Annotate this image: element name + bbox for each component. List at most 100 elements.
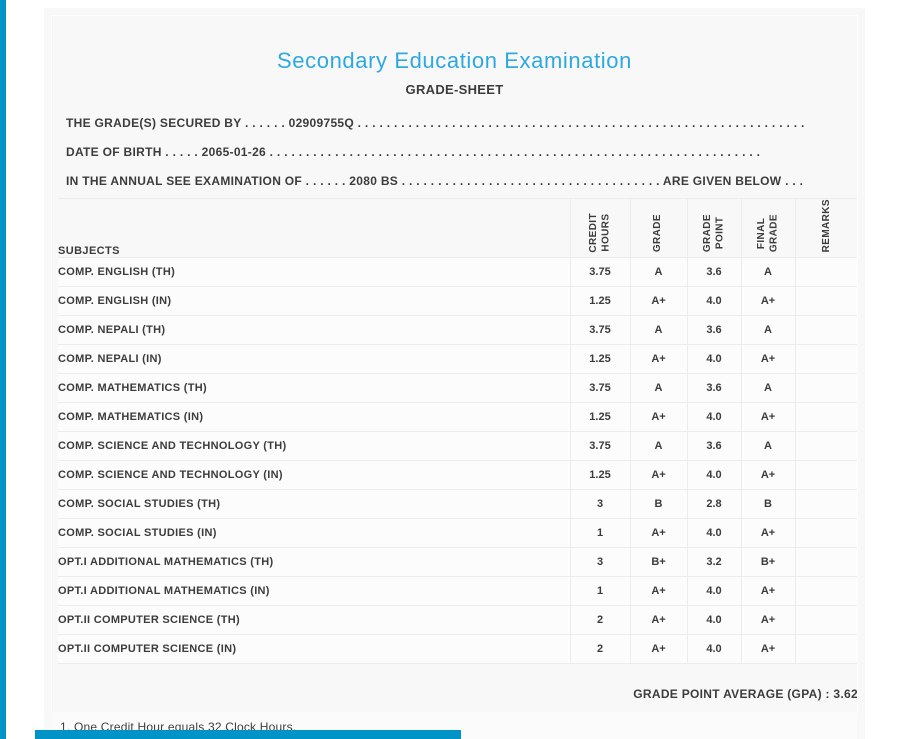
grade-point-cell: 4.0 <box>686 344 741 374</box>
info-line-grades-secured-by: THE GRADE(S) SECURED BY . . . . . . 0290… <box>66 116 805 130</box>
grade-point-cell: 4.0 <box>686 460 741 490</box>
subject-cell: COMP. SOCIAL STUDIES (TH) <box>58 498 221 511</box>
credit-hours-cell: 1.25 <box>569 344 630 374</box>
grade-point-cell: 3.6 <box>686 373 741 403</box>
remarks-cell <box>794 344 858 374</box>
credit-hours-cell: 2 <box>569 634 630 664</box>
grade-point-header-label: GRADE POINT <box>701 214 726 253</box>
grade-cell: A+ <box>629 286 687 316</box>
final-grade-cell: A+ <box>740 576 795 606</box>
remarks-cell <box>794 605 858 635</box>
table-row: COMP. SOCIAL STUDIES (IN) 1 A+ 4.0 A+ <box>58 518 858 548</box>
grade-point-cell: 3.6 <box>686 257 741 287</box>
credit-hours-cell: 3.75 <box>569 373 630 403</box>
grade-point-cell: 3.6 <box>686 315 741 345</box>
remarks-cell <box>794 315 858 345</box>
grades-table: SUBJECTS CREDIT HOURS GRADE GRADE POINT … <box>58 198 858 664</box>
info-line-date-of-birth: DATE OF BIRTH . . . . . 2065-01-26 . . .… <box>66 145 761 159</box>
credit-hours-cell: 3.75 <box>569 315 630 345</box>
final-grade-cell: A+ <box>740 605 795 635</box>
credit-hours-cell: 3.75 <box>569 257 630 287</box>
page-title: Secondary Education Examination <box>277 48 632 73</box>
remarks-cell <box>794 460 858 490</box>
credit-hours-cell: 1.25 <box>569 402 630 432</box>
table-row: OPT.I ADDITIONAL MATHEMATICS (IN) 1 A+ 4.0 A… <box>58 576 858 606</box>
subject-cell: COMP. NEPALI (IN) <box>58 353 162 366</box>
final-grade-cell: A+ <box>740 460 795 490</box>
grade-point-cell: 4.0 <box>686 286 741 316</box>
credit-hours-cell: 1 <box>569 576 630 606</box>
table-row: COMP. SCIENCE AND TECHNOLOGY (IN) 1.25 A+ 4… <box>58 460 858 490</box>
subject-cell: COMP. SCIENCE AND TECHNOLOGY (TH) <box>58 440 287 453</box>
table-row: COMP. SOCIAL STUDIES (TH) 3 B 2.8 B <box>58 489 858 519</box>
table-row: COMP. SCIENCE AND TECHNOLOGY (TH) 3.75 A 3.… <box>58 431 858 461</box>
grade-cell: A <box>629 315 687 345</box>
final-grade-cell: B <box>740 489 795 519</box>
grade-point-cell: 3.6 <box>686 431 741 461</box>
subjects-column-header: SUBJECTS <box>58 245 120 258</box>
remarks-cell <box>794 402 858 432</box>
final-grade-cell: A <box>740 431 795 461</box>
gpa-summary: GRADE POINT AVERAGE (GPA) : 3.62 <box>633 687 858 702</box>
grade-sheet-panel: Secondary Education Examination GRADE-SH… <box>44 8 865 739</box>
subject-cell: OPT.II COMPUTER SCIENCE (IN) <box>58 643 237 656</box>
grade-point-cell: 4.0 <box>686 518 741 548</box>
remarks-cell <box>794 373 858 403</box>
grade-column-header: GRADE <box>629 198 687 258</box>
remarks-cell <box>794 634 858 664</box>
grade-point-cell: 4.0 <box>686 402 741 432</box>
final-grade-cell: A <box>740 257 795 287</box>
subject-cell: COMP. SCIENCE AND TECHNOLOGY (IN) <box>58 469 283 482</box>
remarks-cell <box>794 431 858 461</box>
grade-cell: A+ <box>629 344 687 374</box>
subject-cell: OPT.I ADDITIONAL MATHEMATICS (TH) <box>58 556 274 569</box>
final-grade-cell: B+ <box>740 547 795 577</box>
remarks-cell <box>794 547 858 577</box>
subject-cell: COMP. NEPALI (TH) <box>58 324 166 337</box>
subject-cell: COMP. MATHEMATICS (IN) <box>58 411 204 424</box>
candidate-info: THE GRADE(S) SECURED BY . . . . . . 0290… <box>66 109 857 196</box>
credit-hours-cell: 3 <box>569 489 630 519</box>
grade-cell: A+ <box>629 518 687 548</box>
grade-header-label: GRADE <box>652 214 664 253</box>
subject-cell: COMP. SOCIAL STUDIES (IN) <box>58 527 217 540</box>
credit-hours-cell: 1.25 <box>569 460 630 490</box>
subject-cell: OPT.II COMPUTER SCIENCE (TH) <box>58 614 240 627</box>
grade-cell: A+ <box>629 460 687 490</box>
table-row: COMP. NEPALI (IN) 1.25 A+ 4.0 A+ <box>58 344 858 374</box>
table-row: COMP. ENGLISH (IN) 1.25 A+ 4.0 A+ <box>58 286 858 316</box>
subject-cell: COMP. ENGLISH (IN) <box>58 295 172 308</box>
info-line-examination-year: IN THE ANNUAL SEE EXAMINATION OF . . . .… <box>66 174 804 188</box>
table-row: COMP. MATHEMATICS (IN) 1.25 A+ 4.0 A+ <box>58 402 858 432</box>
remarks-cell <box>794 518 858 548</box>
subject-cell: COMP. ENGLISH (TH) <box>58 266 176 279</box>
final-grade-cell: A+ <box>740 518 795 548</box>
credit-hours-header-label: CREDIT HOURS <box>587 212 612 253</box>
page-subtitle: GRADE-SHEET <box>405 82 504 97</box>
grade-cell: A+ <box>629 605 687 635</box>
grades-table-body: COMP. ENGLISH (TH) 3.75 A 3.6 A COMP. ENGLISH… <box>58 257 858 664</box>
bottom-accent-bar <box>35 730 461 739</box>
grade-cell: A <box>629 257 687 287</box>
subject-cell: COMP. MATHEMATICS (TH) <box>58 382 207 395</box>
final-grade-cell: A <box>740 373 795 403</box>
grade-point-cell: 3.2 <box>686 547 741 577</box>
left-accent-bar <box>0 0 6 739</box>
credit-hours-cell: 3.75 <box>569 431 630 461</box>
final-grade-cell: A+ <box>740 402 795 432</box>
grade-cell: A+ <box>629 634 687 664</box>
remarks-cell <box>794 286 858 316</box>
credit-hours-cell: 1 <box>569 518 630 548</box>
remarks-cell <box>794 576 858 606</box>
subject-cell: OPT.I ADDITIONAL MATHEMATICS (IN) <box>58 585 270 598</box>
credit-hours-cell: 2 <box>569 605 630 635</box>
grade-point-cell: 4.0 <box>686 634 741 664</box>
table-row: OPT.I ADDITIONAL MATHEMATICS (TH) 3 B+ 3.2 B… <box>58 547 858 577</box>
table-row: OPT.II COMPUTER SCIENCE (TH) 2 A+ 4.0 A+ <box>58 605 858 635</box>
grade-cell: A <box>629 373 687 403</box>
grade-cell: A <box>629 431 687 461</box>
grade-cell: B <box>629 489 687 519</box>
grade-cell: B+ <box>629 547 687 577</box>
remarks-header-label: REMARKS <box>820 199 832 253</box>
grade-point-cell: 4.0 <box>686 605 741 635</box>
